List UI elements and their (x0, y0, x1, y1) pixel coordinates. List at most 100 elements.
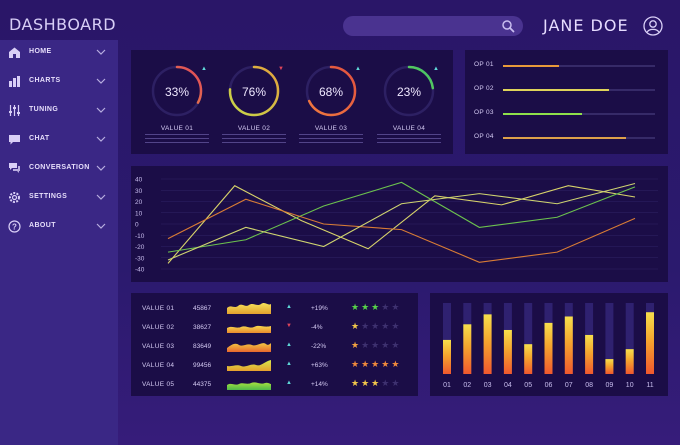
sidebar-item-conversation[interactable]: CONVERSATION (0, 157, 118, 181)
question-icon: ? (8, 220, 21, 233)
row-name: VALUE 01 (142, 305, 175, 312)
sidebar-item-settings[interactable]: SETTINGS (0, 186, 118, 210)
app-title: DASHBOARD (9, 15, 117, 34)
option-label: OP 04 (474, 133, 494, 140)
row-change: +19% (311, 305, 328, 312)
series-line (167, 185, 636, 264)
trend-up-icon: ▲ (433, 66, 439, 72)
chevron-down-icon[interactable] (96, 193, 106, 201)
star-icon: ★ (391, 340, 402, 350)
sidebar-item-about[interactable]: ? ABOUT (0, 215, 118, 239)
chevron-down-icon[interactable] (96, 164, 106, 172)
bar (443, 339, 451, 374)
y-tick-label: -30 (135, 255, 145, 262)
bar (564, 316, 573, 374)
sidebar-item-label: ABOUT (29, 222, 56, 229)
chevron-down-icon[interactable] (96, 222, 106, 230)
y-tick-label: -40 (135, 267, 145, 274)
x-tick-label: 07 (565, 382, 573, 389)
row-change: +63% (311, 362, 328, 369)
user-avatar-icon[interactable] (643, 16, 663, 36)
gauge-percent: 33% (164, 85, 190, 99)
sparkline (227, 343, 271, 352)
option-label: OP 02 (474, 85, 494, 92)
row-name: VALUE 02 (142, 324, 175, 331)
values-table-panel: VALUE 01 45867 ▲ +19% ★★★★★ VALUE 02 386… (131, 293, 418, 396)
trend-up-icon: ▲ (286, 342, 292, 348)
option-bar (503, 113, 583, 115)
sidebar: HOME CHARTS TUNING CHAT CONVERSATION (0, 40, 118, 445)
bar (544, 322, 553, 374)
sidebar-item-label: SETTINGS (29, 193, 68, 200)
sidebar-item-tuning[interactable]: TUNING (0, 99, 118, 123)
search-input[interactable] (343, 16, 523, 36)
star-icon: ★ (361, 302, 372, 312)
table-row: VALUE 01 45867 ▲ +19% ★★★★★ (131, 298, 418, 317)
gauge-ring (383, 65, 435, 117)
line-chart: 40 30 20 10 0 -10 -20 -30 -40 (135, 177, 658, 274)
gauge-label: VALUE 02 (237, 125, 271, 132)
sidebar-item-chat[interactable]: CHAT (0, 128, 118, 152)
table-row: VALUE 02 38627 ▼ -4% ★★★★★ (131, 317, 418, 336)
line-chart-panel: 40 30 20 10 0 -10 -20 -30 -40 (131, 166, 668, 282)
gauge-description-placeholder (377, 134, 441, 143)
row-name: VALUE 04 (142, 362, 175, 369)
bar (625, 349, 634, 374)
series-line (167, 182, 636, 261)
bar (605, 359, 614, 374)
gauge-description-placeholder (299, 134, 363, 143)
chevron-down-icon[interactable] (96, 77, 106, 85)
bar-track (605, 303, 614, 374)
star-icon: ★ (371, 359, 382, 369)
options-panel: OP 01 OP 02 OP 03 OP 04 (465, 50, 668, 154)
bar (524, 344, 533, 374)
x-tick-label: 08 (585, 382, 593, 389)
trend-up-icon: ▲ (201, 66, 207, 72)
gauge-description-placeholder (222, 134, 286, 143)
option-row-02: OP 02 (474, 85, 659, 95)
bar-chart-icon (9, 76, 20, 87)
star-icon: ★ (351, 359, 362, 369)
sparkline (227, 360, 271, 371)
top-bar: DASHBOARD JANE DOE (0, 0, 680, 44)
trend-up-icon: ▲ (286, 380, 292, 386)
option-bar (503, 89, 610, 91)
x-tick-label: 06 (545, 382, 553, 389)
star-icon: ★ (361, 321, 372, 331)
bar (646, 312, 654, 374)
sparkline (227, 303, 271, 314)
gauge-percent: 68% (318, 85, 344, 99)
table-row: VALUE 03 83649 ▲ -22% ★★★★★ (131, 336, 418, 355)
x-tick-label: 05 (524, 382, 532, 389)
bar-track (443, 303, 451, 374)
option-row-03: OP 03 (474, 109, 659, 119)
sidebar-item-home[interactable]: HOME (0, 41, 118, 65)
chevron-down-icon[interactable] (96, 106, 106, 114)
row-name: VALUE 05 (142, 381, 175, 388)
trend-up-icon: ▲ (286, 304, 292, 310)
gauge-percent: 23% (396, 85, 422, 99)
user-name: JANE DOE (543, 16, 629, 35)
sidebar-item-label: HOME (29, 48, 52, 55)
x-tick-label: 04 (504, 382, 512, 389)
sidebar-item-charts[interactable]: CHARTS (0, 70, 118, 94)
bar-track (524, 303, 533, 374)
gauge-ring (305, 65, 357, 117)
chevron-down-icon[interactable] (96, 135, 106, 143)
chevron-down-icon[interactable] (96, 48, 106, 56)
star-icon: ★ (361, 359, 372, 369)
star-rating: ★★★★★ (351, 340, 401, 351)
row-change: +14% (311, 381, 328, 388)
star-icon: ★ (351, 321, 362, 331)
bar (483, 314, 492, 374)
row-change: -22% (311, 343, 327, 350)
row-number: 45867 (193, 305, 212, 312)
y-tick-label: 0 (135, 222, 139, 229)
gauge-value-02: 76% ▼ VALUE 02 (216, 65, 292, 155)
y-tick-label: 20 (135, 199, 143, 206)
search-icon[interactable] (501, 19, 515, 33)
star-icon: ★ (391, 302, 402, 312)
x-tick-label: 02 (463, 382, 471, 389)
row-number: 44375 (193, 381, 212, 388)
option-track (503, 137, 655, 139)
